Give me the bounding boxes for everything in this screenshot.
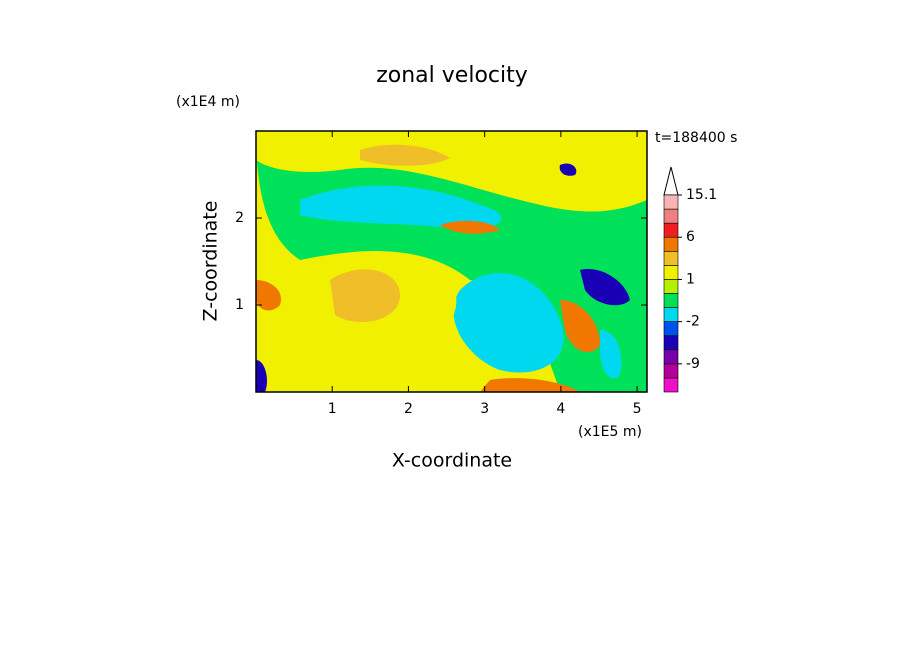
colorbar-label: -9 <box>686 356 700 372</box>
colorbar-segment <box>663 307 679 322</box>
plot-frame <box>255 130 648 393</box>
colorbar-segment <box>663 194 679 210</box>
colorbar-segment <box>663 363 679 379</box>
colorbar-segment <box>663 236 679 252</box>
x-axis-title: X-coordinate <box>392 450 512 472</box>
colorbar-segment <box>663 349 679 365</box>
colorbar-segment <box>663 208 679 224</box>
colorbar-segment <box>663 293 679 308</box>
colorbar-label: 6 <box>686 229 695 245</box>
y-axis-title: Z-coordinate <box>200 201 222 322</box>
contour-field <box>256 131 647 392</box>
y-unit: (x1E4 m) <box>176 94 240 110</box>
colorbar-segment <box>663 265 679 280</box>
time-label: t=188400 s <box>655 130 737 146</box>
x-tick-label: 5 <box>633 401 642 417</box>
colorbar-label: 15.1 <box>686 187 717 203</box>
colorbar-arrow <box>663 166 679 196</box>
x-tick-label: 4 <box>556 401 565 417</box>
colorbar-segment <box>663 377 679 393</box>
y-tick-label: 1 <box>235 297 244 313</box>
colorbar-label: -2 <box>686 314 700 330</box>
colorbar-segment <box>663 279 679 294</box>
x-unit: (x1E5 m) <box>578 424 642 440</box>
x-tick-label: 3 <box>480 401 489 417</box>
colorbar-label: 1 <box>686 271 695 287</box>
x-tick-label: 1 <box>328 401 337 417</box>
colorbar-segment <box>663 222 679 238</box>
colorbar-segment <box>663 335 679 351</box>
y-tick-label: 2 <box>235 210 244 226</box>
chart-title: zonal velocity <box>376 63 528 88</box>
colorbar-segment <box>663 250 679 266</box>
x-tick-label: 2 <box>404 401 413 417</box>
colorbar-segment <box>663 321 679 337</box>
